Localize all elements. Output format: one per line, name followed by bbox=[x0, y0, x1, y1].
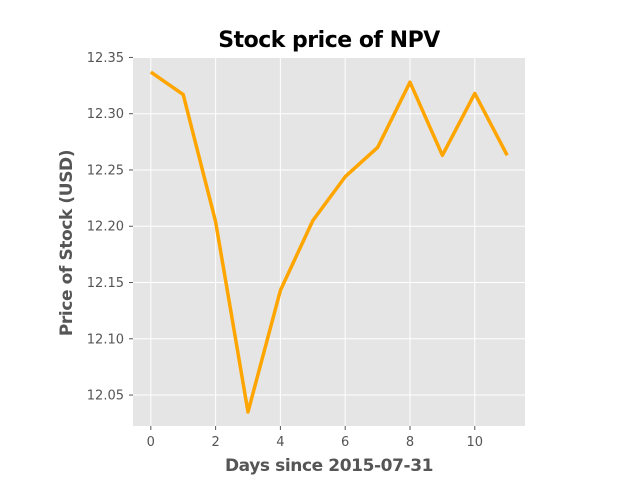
x-tick-label: 10 bbox=[467, 435, 484, 450]
x-axis-label: Days since 2015-07-31 bbox=[225, 456, 433, 476]
y-axis-label: Price of Stock (USD) bbox=[57, 150, 77, 336]
series-lines bbox=[149, 70, 509, 414]
y-tick-label: 12.30 bbox=[87, 107, 124, 122]
x-tick-label: 4 bbox=[276, 435, 284, 450]
chart-title: Stock price of NPV bbox=[218, 28, 440, 53]
y-tick-label: 12.35 bbox=[87, 51, 124, 66]
grid-lines bbox=[133, 56, 525, 426]
y-tick-label: 12.25 bbox=[87, 163, 124, 178]
x-tick-label: 0 bbox=[147, 435, 155, 450]
y-tick-label: 12.20 bbox=[87, 220, 124, 235]
y-tick-label: 12.10 bbox=[87, 332, 124, 347]
x-tick-label: 8 bbox=[406, 435, 414, 450]
y-tick-label: 12.05 bbox=[87, 389, 124, 404]
price-line bbox=[149, 70, 509, 414]
ticks: 0 2 4 6 8 10 12.05 12.10 12.15 12.20 12.25 12.30 12.… bbox=[87, 51, 483, 450]
y-tick-label: 12.15 bbox=[87, 276, 124, 291]
x-tick-label: 6 bbox=[341, 435, 349, 450]
x-tick-label: 2 bbox=[211, 435, 219, 450]
